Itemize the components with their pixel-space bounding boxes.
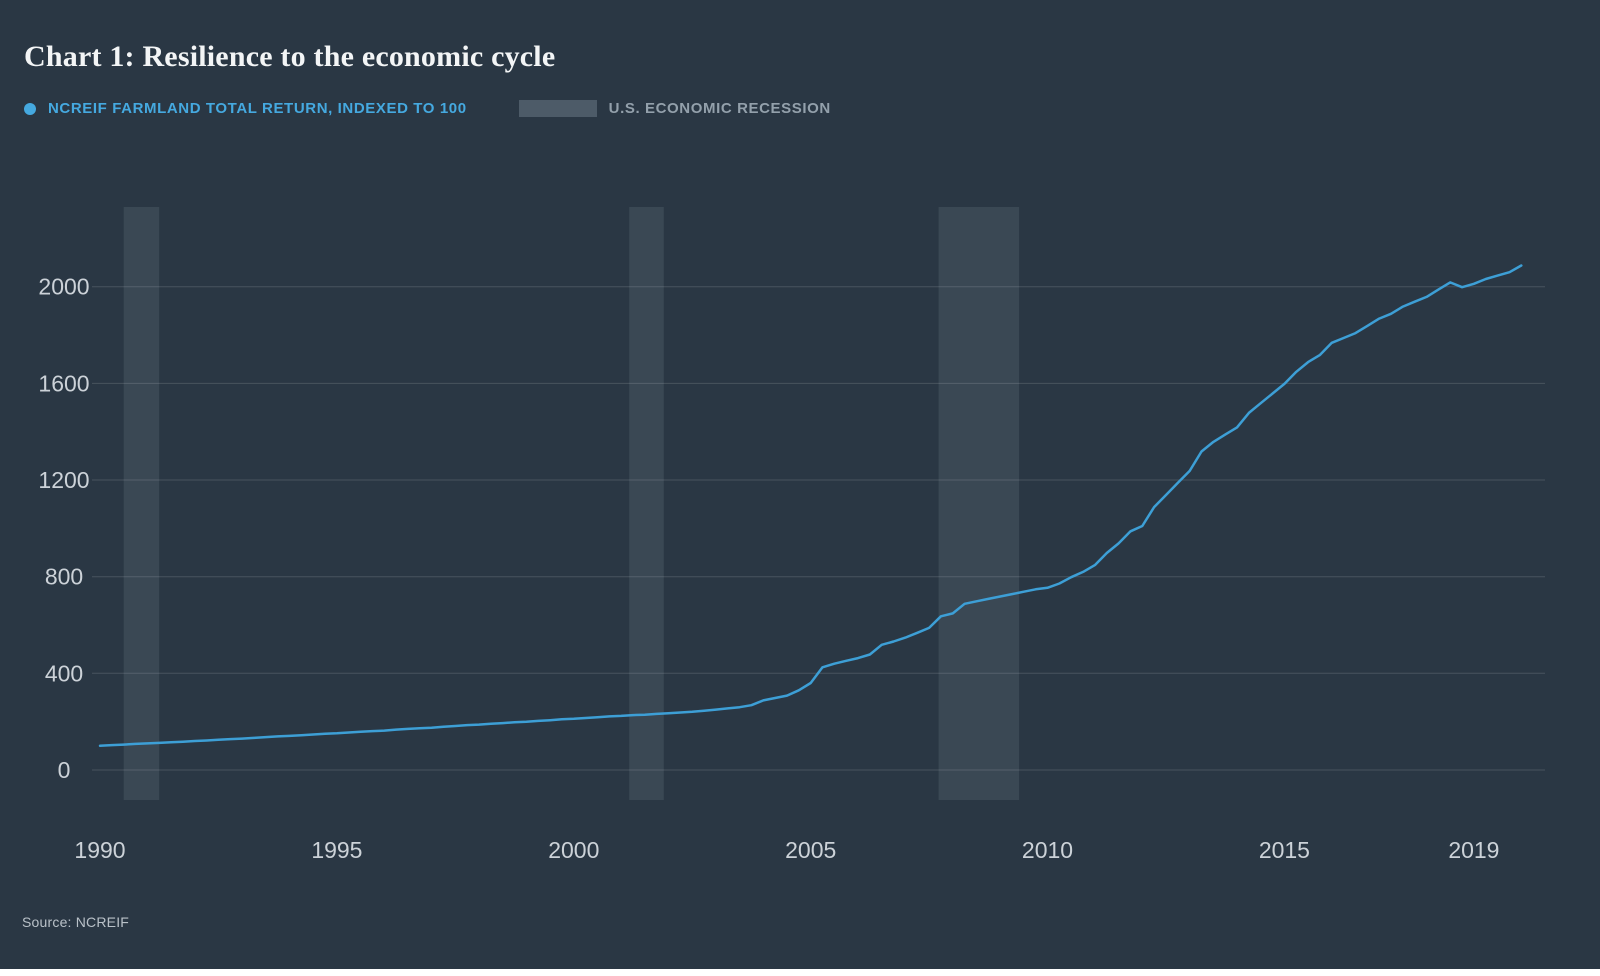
y-tick-label: 1200 — [38, 467, 89, 493]
x-tick-label: 2019 — [1448, 837, 1499, 863]
source-note: Source: NCREIF — [22, 914, 130, 930]
series-dot-icon — [24, 102, 36, 115]
legend-item-recession: U.S. ECONOMIC RECESSION — [518, 100, 831, 117]
x-tick-label: 1990 — [74, 837, 125, 863]
series-line — [98, 264, 1523, 748]
gridlines — [92, 286, 1545, 771]
chart-area: 0 400 800 1200 1600 2000 1990 1995 2000 2005 2010 2… — [0, 180, 1600, 900]
recession-band — [123, 207, 160, 800]
x-tick-label: 2005 — [785, 837, 836, 863]
page-bottom-edge — [0, 969, 1600, 976]
x-tick-label: 2010 — [1022, 837, 1073, 863]
y-tick-label: 1600 — [38, 370, 89, 396]
legend-recession-label: U.S. ECONOMIC RECESSION — [608, 100, 831, 117]
line-chart: 0 400 800 1200 1600 2000 1990 1995 2000 2005 2010 2… — [38, 207, 1545, 863]
y-tick-label: 400 — [45, 660, 83, 686]
x-tick-label: 2000 — [548, 837, 599, 863]
recession-swatch-icon — [518, 100, 597, 117]
page-title: Chart 1: Resilience to the economic cycl… — [24, 40, 556, 74]
recession-bands — [123, 207, 1020, 800]
x-tick-label: 2015 — [1259, 837, 1310, 863]
x-tick-label: 1995 — [311, 837, 362, 863]
y-tick-label: 0 — [58, 757, 71, 783]
y-tick-label: 2000 — [38, 274, 89, 300]
y-tick-label: 800 — [45, 564, 83, 590]
recession-band — [938, 207, 1020, 800]
legend-series-label: NCREIF FARMLAND TOTAL RETURN, INDEXED TO… — [48, 100, 467, 117]
y-axis-labels: 0 400 800 1200 1600 2000 — [38, 274, 89, 783]
x-axis-labels: 1990 1995 2000 2005 2010 2015 2019 — [74, 837, 1499, 863]
legend-item-series: NCREIF FARMLAND TOTAL RETURN, INDEXED TO… — [24, 100, 467, 117]
recession-band — [629, 207, 664, 800]
legend: NCREIF FARMLAND TOTAL RETURN, INDEXED TO… — [24, 100, 831, 117]
